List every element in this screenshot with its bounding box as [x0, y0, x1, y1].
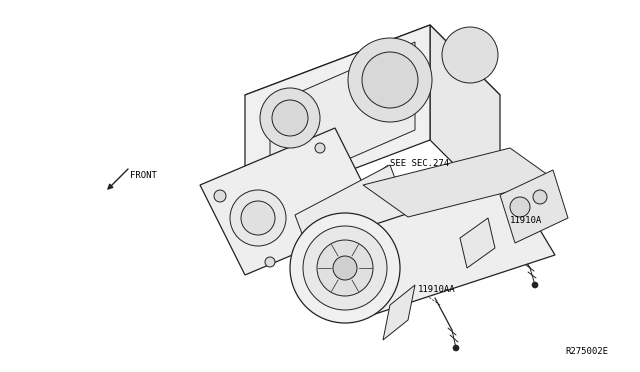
Circle shape: [453, 345, 459, 351]
Text: SEE SEC.274: SEE SEC.274: [390, 158, 449, 167]
Polygon shape: [383, 285, 415, 340]
Circle shape: [230, 190, 286, 246]
Circle shape: [348, 38, 432, 122]
Circle shape: [303, 226, 387, 310]
Circle shape: [362, 52, 418, 108]
Polygon shape: [318, 180, 555, 318]
Circle shape: [333, 256, 357, 280]
Polygon shape: [363, 148, 555, 217]
Circle shape: [290, 213, 400, 323]
Polygon shape: [295, 165, 420, 295]
Polygon shape: [200, 128, 380, 275]
Circle shape: [510, 197, 530, 217]
Polygon shape: [430, 25, 500, 210]
Text: 11910AA: 11910AA: [418, 285, 456, 295]
Circle shape: [241, 201, 275, 235]
Polygon shape: [270, 42, 415, 193]
Circle shape: [272, 100, 308, 136]
Circle shape: [533, 190, 547, 204]
Circle shape: [532, 282, 538, 288]
Text: R275002E: R275002E: [565, 347, 608, 356]
Circle shape: [442, 27, 498, 83]
Circle shape: [214, 190, 226, 202]
Circle shape: [265, 257, 275, 267]
Polygon shape: [245, 25, 430, 210]
Circle shape: [260, 88, 320, 148]
Text: 11910A: 11910A: [510, 215, 542, 224]
Polygon shape: [245, 25, 500, 165]
Circle shape: [315, 143, 325, 153]
Circle shape: [317, 240, 373, 296]
Polygon shape: [500, 170, 568, 243]
Text: FRONT: FRONT: [130, 170, 157, 180]
Polygon shape: [460, 218, 495, 268]
